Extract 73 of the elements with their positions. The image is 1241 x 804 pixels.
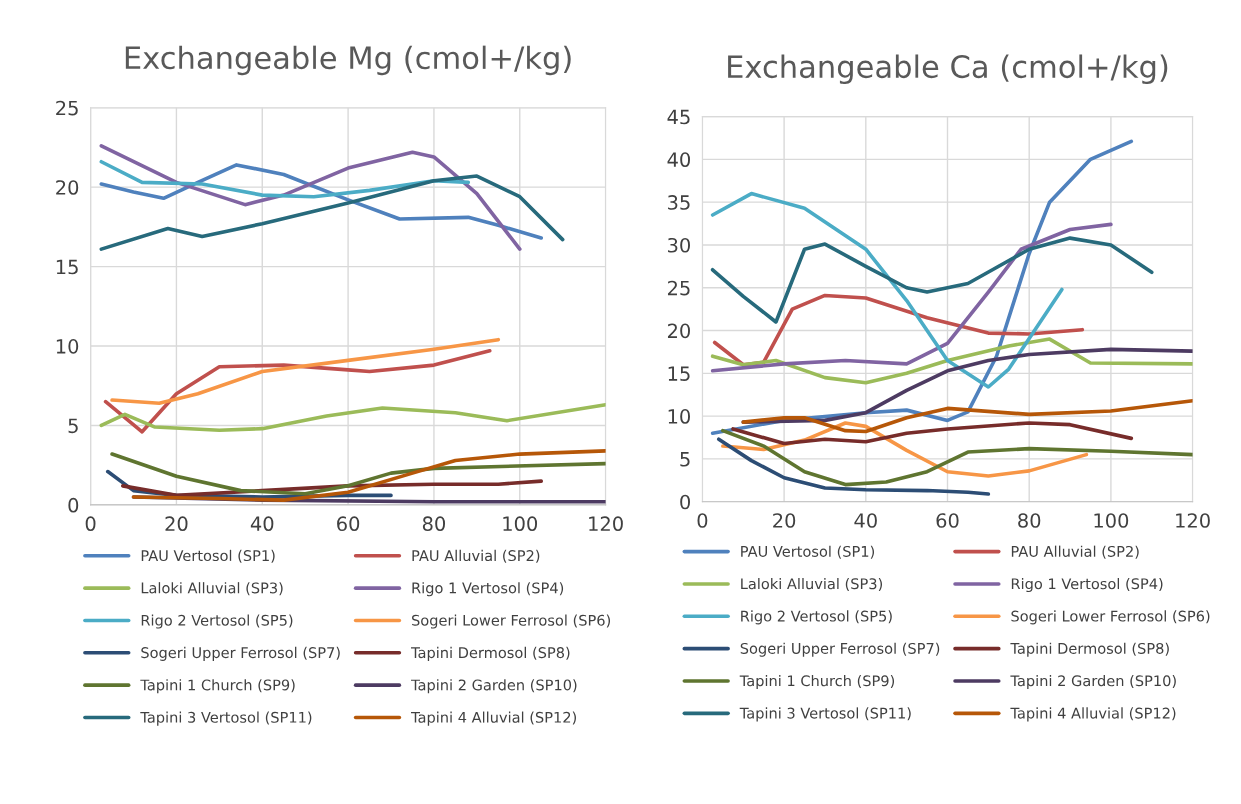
legend-label: Tapini 4 Alluvial (SP12)	[1010, 707, 1176, 722]
y-tick-label: 10	[668, 409, 690, 424]
legend-label: Sogeri Lower Ferrosol (SP6)	[412, 614, 611, 629]
line-series	[710, 222, 1113, 373]
y-tick-label: 0	[680, 494, 690, 510]
legend-label: Sogeri Upper Ferrosol (SP7)	[141, 646, 340, 661]
line-series	[99, 403, 606, 433]
chart-title: Exchangeable Ca (cmol+/kg)	[728, 54, 1168, 85]
line-series	[741, 398, 1193, 434]
y-tick-label: 45	[667, 109, 690, 125]
x-tick-label: 60	[337, 516, 360, 532]
y-tick-label: 20	[56, 180, 79, 195]
legend-label: Tapini 1 Church (SP9)	[140, 679, 295, 694]
y-tick-label: 0	[68, 497, 79, 513]
x-tick-label: 80	[422, 516, 446, 532]
line-series	[721, 428, 1193, 487]
legend-label: Laloki Alluvial (SP3)	[141, 582, 283, 596]
y-tick-label: 30	[668, 237, 690, 253]
line-series	[110, 337, 501, 406]
y-tick-label: 35	[668, 195, 690, 210]
x-tick-label: 0	[697, 513, 708, 528]
legend-label: Tapini 1 Church (SP9)	[739, 675, 895, 690]
line-series	[716, 437, 991, 496]
legend-label: Tapini 4 Alluvial (SP12)	[411, 711, 576, 726]
line-series	[99, 174, 565, 251]
legend-label: PAU Vertosol (SP1)	[141, 549, 275, 563]
legend-label: Rigo 2 Vertosol (SP5)	[741, 610, 892, 625]
x-tick-label: 100	[1094, 513, 1129, 528]
line-series	[99, 159, 471, 199]
y-tick-label: 10	[56, 339, 79, 354]
legend-label: Tapini 3 Vertosol (SP11)	[739, 707, 911, 722]
x-tick-label: 0	[85, 516, 96, 532]
legend-label: Rigo 1 Vertosol (SP4)	[412, 582, 564, 597]
line-series	[710, 236, 1154, 324]
legend-label: Rigo 2 Vertosol (SP5)	[141, 614, 293, 629]
legend-label: PAU Alluvial (SP2)	[412, 549, 540, 563]
y-tick-label: 25	[667, 280, 690, 296]
legend-label: Laloki Alluvial (SP3)	[741, 577, 883, 591]
y-tick-label: 20	[667, 323, 690, 339]
legend-label: Tapini Dermosol (SP8)	[411, 646, 570, 661]
legend-label: Sogeri Lower Ferrosol (SP6)	[1011, 610, 1210, 625]
y-tick-label: 15	[56, 259, 78, 275]
x-tick-label: 40	[250, 516, 274, 532]
line-series	[731, 421, 1134, 446]
x-tick-label: 20	[165, 516, 188, 532]
line-series	[131, 449, 606, 502]
line-series	[710, 191, 1064, 389]
legend-label: Tapini 2 Garden (SP10)	[1010, 675, 1176, 690]
line-series	[710, 337, 1193, 385]
legend-label: PAU Alluvial (SP2)	[1011, 545, 1139, 559]
x-tick-label: 20	[773, 513, 796, 528]
legend-label: Sogeri Upper Ferrosol (SP7)	[740, 642, 940, 657]
chart-title: Exchangeable Mg (cmol+/kg)	[125, 45, 571, 76]
legend-label: Tapini Dermosol (SP8)	[1010, 642, 1169, 657]
x-tick-label: 80	[1018, 513, 1041, 528]
line-series	[99, 144, 522, 251]
y-tick-label: 5	[68, 418, 78, 434]
legend-label: Rigo 1 Vertosol (SP4)	[1011, 577, 1163, 593]
x-tick-label: 120	[589, 516, 623, 532]
x-tick-label: 40	[854, 513, 877, 528]
y-tick-label: 25	[56, 100, 78, 116]
y-tick-label: 5	[680, 452, 690, 467]
line-series	[99, 163, 544, 240]
x-tick-label: 120	[1176, 513, 1210, 528]
line-series	[110, 452, 606, 496]
legend-label: PAU Vertosol (SP1)	[741, 545, 875, 559]
y-tick-label: 15	[668, 366, 690, 381]
line-series	[103, 349, 492, 434]
y-tick-label: 40	[667, 152, 690, 168]
legend-label: Tapini 3 Vertosol (SP11)	[140, 711, 312, 726]
legend-label: Tapini 2 Garden (SP10)	[411, 679, 577, 694]
x-tick-label: 100	[503, 516, 538, 532]
x-tick-label: 60	[936, 513, 959, 528]
